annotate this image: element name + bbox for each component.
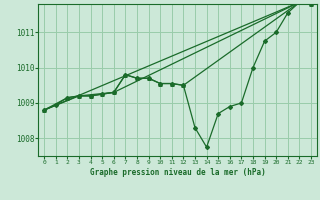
X-axis label: Graphe pression niveau de la mer (hPa): Graphe pression niveau de la mer (hPa) (90, 168, 266, 177)
